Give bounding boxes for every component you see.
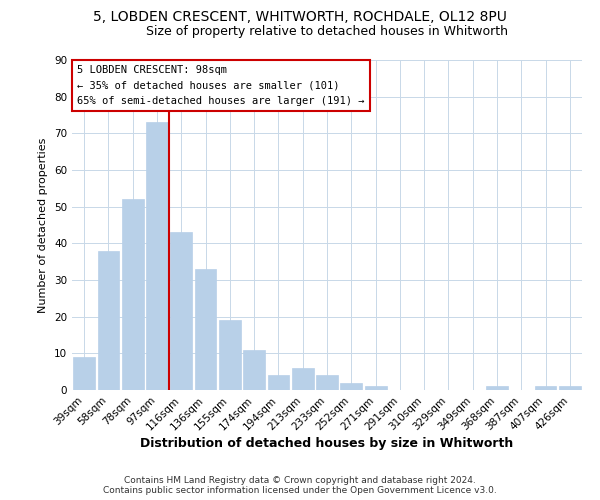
Bar — [316, 376, 338, 390]
Bar — [219, 320, 241, 390]
Bar — [194, 269, 217, 390]
Title: Size of property relative to detached houses in Whitworth: Size of property relative to detached ho… — [146, 25, 508, 38]
X-axis label: Distribution of detached houses by size in Whitworth: Distribution of detached houses by size … — [140, 438, 514, 450]
Bar — [243, 350, 265, 390]
Bar — [122, 200, 143, 390]
Bar — [486, 386, 508, 390]
Y-axis label: Number of detached properties: Number of detached properties — [38, 138, 49, 312]
Bar — [292, 368, 314, 390]
Bar — [268, 376, 289, 390]
Text: 5 LOBDEN CRESCENT: 98sqm
← 35% of detached houses are smaller (101)
65% of semi-: 5 LOBDEN CRESCENT: 98sqm ← 35% of detach… — [77, 65, 364, 106]
Bar — [365, 386, 386, 390]
Text: Contains HM Land Registry data © Crown copyright and database right 2024.
Contai: Contains HM Land Registry data © Crown c… — [103, 476, 497, 495]
Bar — [170, 232, 192, 390]
Bar — [73, 357, 95, 390]
Text: 5, LOBDEN CRESCENT, WHITWORTH, ROCHDALE, OL12 8PU: 5, LOBDEN CRESCENT, WHITWORTH, ROCHDALE,… — [93, 10, 507, 24]
Bar — [340, 382, 362, 390]
Bar — [97, 250, 119, 390]
Bar — [146, 122, 168, 390]
Bar — [535, 386, 556, 390]
Bar — [559, 386, 581, 390]
